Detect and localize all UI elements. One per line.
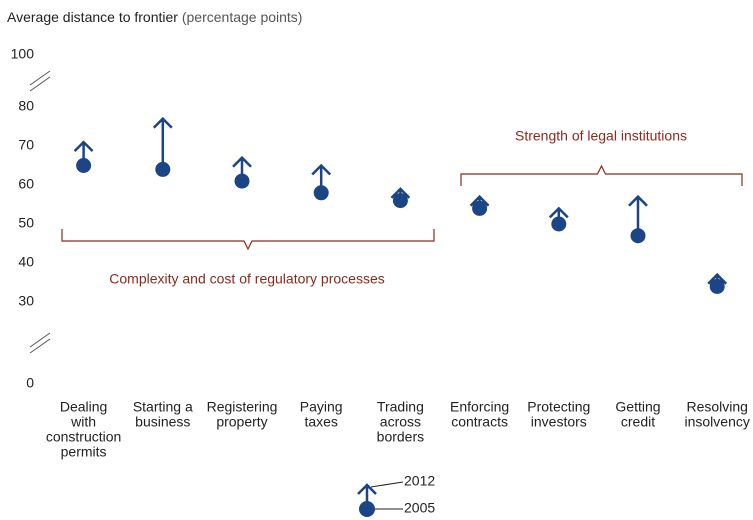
- x-tick-label: Getting: [615, 399, 660, 415]
- x-tick-label: Dealing: [60, 399, 107, 415]
- x-tick-label: Starting a: [133, 399, 193, 415]
- y-tick-label: 80: [18, 98, 34, 114]
- x-tick-label: credit: [621, 414, 655, 430]
- y-tick-label: 40: [18, 254, 34, 270]
- dot-2005: [313, 185, 329, 201]
- x-tick-label: insolvency: [685, 414, 750, 430]
- group-bracket: [460, 164, 743, 186]
- dot-2005: [551, 216, 567, 232]
- subtitle: (percentage points): [182, 9, 303, 25]
- y-tick-label: 50: [18, 215, 34, 231]
- axis-break: [29, 76, 51, 92]
- group-label: Strength of legal institutions: [515, 128, 687, 144]
- title: Average distance to frontier: [7, 9, 178, 25]
- y-tick-label: 30: [18, 293, 34, 309]
- dot-2005: [472, 200, 488, 216]
- group-label: Complexity and cost of regulatory proces…: [109, 271, 384, 287]
- axis-break: [29, 338, 51, 354]
- x-tick-label: property: [216, 414, 267, 430]
- dot-2005: [234, 173, 250, 189]
- group-bracket: [61, 229, 435, 251]
- legend-label: 2005: [404, 500, 435, 516]
- y-tick-label: 0: [26, 375, 34, 391]
- legend-dot: [359, 501, 375, 517]
- x-tick-label: business: [135, 414, 190, 430]
- axis-break: [29, 70, 51, 86]
- dot-2005: [630, 228, 646, 244]
- chart-title: Average distance to frontier (percentage…: [7, 9, 302, 25]
- x-tick-label: Trading: [377, 399, 424, 415]
- dot-2005: [155, 161, 171, 177]
- x-tick-label: across: [380, 414, 421, 430]
- x-tick-label: with: [70, 414, 96, 430]
- arrow-2012: [152, 116, 173, 170]
- x-tick-label: taxes: [304, 414, 337, 430]
- x-tick-label: Protecting: [527, 399, 590, 415]
- y-tick-label: 100: [11, 46, 35, 62]
- x-tick-label: Resolving: [686, 399, 747, 415]
- dot-2005: [392, 193, 408, 209]
- dot-2005: [709, 278, 725, 294]
- dot-2005: [76, 158, 92, 173]
- x-tick-label: investors: [531, 414, 587, 430]
- x-tick-label: Enforcing: [450, 399, 509, 415]
- legend-label: 2012: [404, 473, 435, 489]
- x-tick-label: construction: [46, 429, 121, 445]
- x-tick-label: Registering: [207, 399, 278, 415]
- axis-break: [29, 332, 51, 348]
- x-tick-label: contracts: [451, 414, 508, 430]
- x-tick-label: borders: [377, 429, 424, 445]
- y-tick-label: 60: [18, 176, 34, 192]
- x-tick-label: permits: [61, 444, 107, 460]
- x-tick-label: Paying: [300, 399, 343, 415]
- legend-leader: [370, 481, 404, 488]
- y-tick-label: 70: [18, 137, 34, 153]
